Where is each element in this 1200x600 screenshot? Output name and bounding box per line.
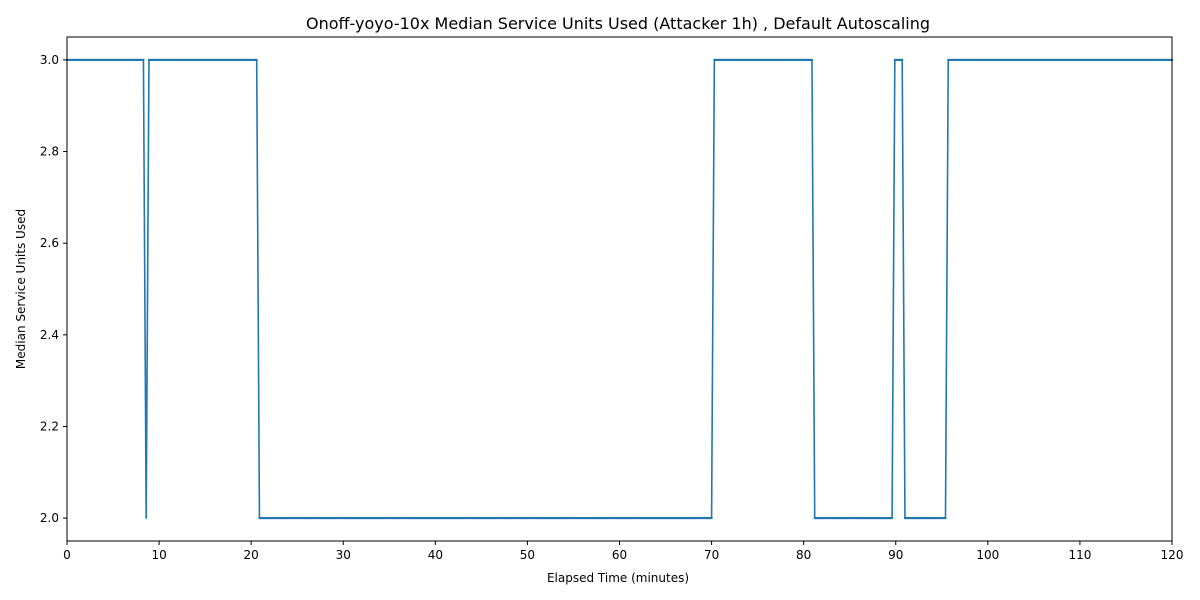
y-tick-label: 2.8 [40, 145, 59, 159]
y-tick-label: 3.0 [40, 53, 59, 67]
x-tick-label: 100 [976, 548, 999, 562]
y-tick-label: 2.2 [40, 419, 59, 433]
x-tick-label: 60 [612, 548, 627, 562]
data-point [810, 58, 813, 61]
data-point [255, 58, 258, 61]
y-axis-label: Median Service Units Used [14, 209, 28, 369]
x-axis-label: Elapsed Time (minutes) [547, 571, 689, 585]
chart-title: Onoff-yoyo-10x Median Service Units Used… [306, 14, 930, 33]
x-tick-label: 110 [1068, 548, 1091, 562]
x-axis: 0 10 20 30 40 50 60 70 80 90 100 110 120 [63, 541, 1183, 562]
data-point [901, 58, 904, 61]
y-axis: 2.0 2.2 2.4 2.6 2.8 3.0 [40, 53, 67, 525]
plot-frame [66, 36, 1173, 542]
x-tick-label: 10 [151, 548, 166, 562]
series-markers [66, 58, 1173, 520]
x-tick-label: 50 [520, 548, 535, 562]
x-tick-label: 70 [704, 548, 719, 562]
x-tick-label: 40 [428, 548, 443, 562]
data-point [891, 517, 894, 520]
x-tick-label: 80 [796, 548, 811, 562]
series-line [67, 59, 1172, 519]
y-tick-label: 2.4 [40, 328, 59, 342]
y-tick-label: 2.0 [40, 511, 59, 525]
x-tick-label: 20 [244, 548, 259, 562]
x-tick-label: 30 [336, 548, 351, 562]
y-tick-label: 2.6 [40, 236, 59, 250]
x-tick-label: 90 [888, 548, 903, 562]
data-point [944, 517, 947, 520]
plot-area [66, 58, 1173, 520]
data-point [142, 58, 145, 61]
x-tick-label: 0 [63, 548, 71, 562]
x-tick-label: 120 [1161, 548, 1184, 562]
data-point [710, 517, 713, 520]
